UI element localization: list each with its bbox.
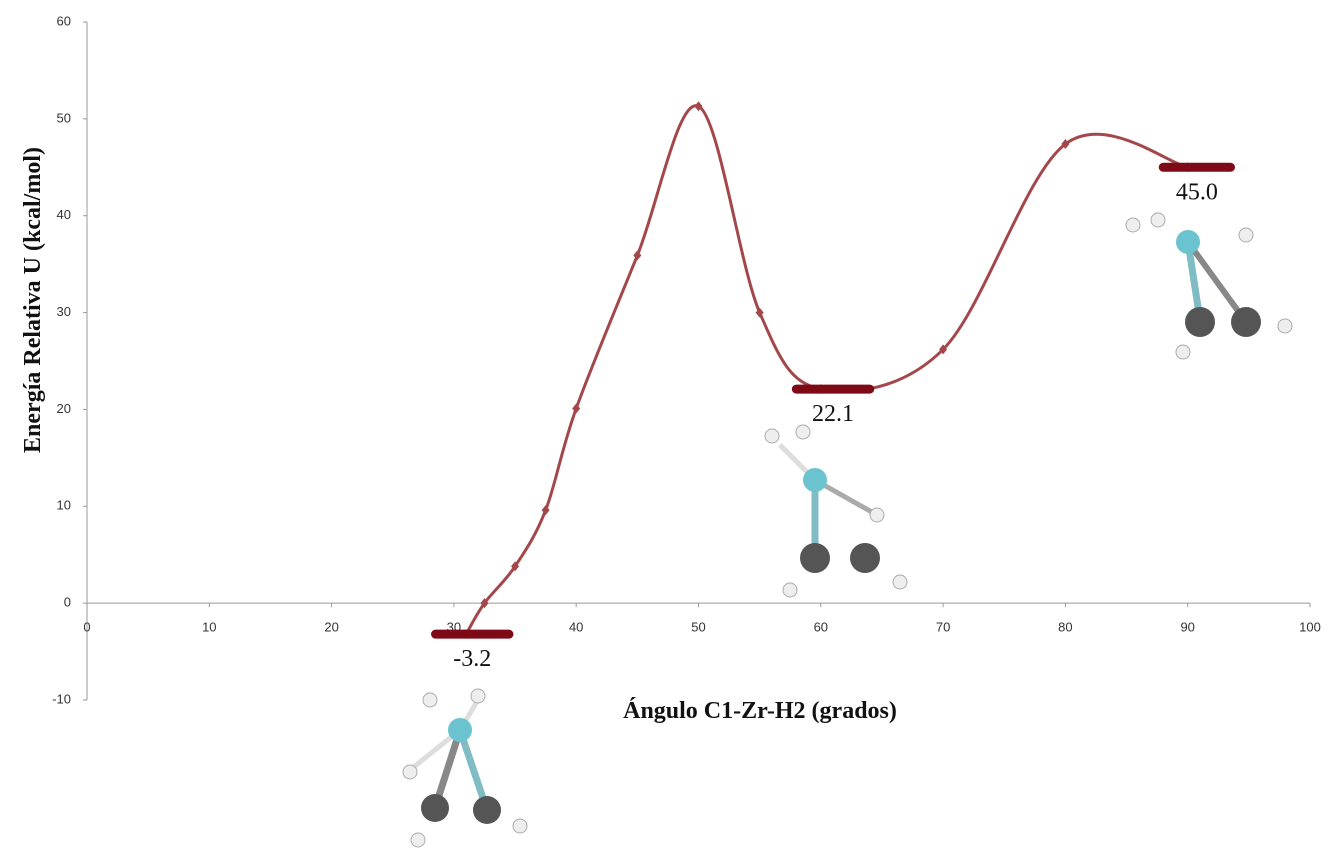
x-tick-label: 100 xyxy=(1299,620,1321,635)
y-axis-title: Energía Relativa U (kcal/mol) xyxy=(20,147,46,453)
y-tick-label: 0 xyxy=(64,595,71,610)
x-tick-label: 80 xyxy=(1058,620,1072,635)
x-tick-label: 0 xyxy=(83,620,90,635)
level-label: -3.2 xyxy=(453,646,491,672)
y-tick-label: 30 xyxy=(57,304,71,319)
y-tick-label: 20 xyxy=(57,401,71,416)
y-tick-label: 40 xyxy=(57,207,71,222)
x-tick-label: 20 xyxy=(324,620,338,635)
level-label: 45.0 xyxy=(1176,179,1218,205)
x-tick-label: 60 xyxy=(814,620,828,635)
x-tick-label: 70 xyxy=(936,620,950,635)
y-tick-label: 60 xyxy=(57,13,71,28)
x-tick-label: 50 xyxy=(691,620,705,635)
x-tick-label: 40 xyxy=(569,620,583,635)
x-tick-label: 90 xyxy=(1180,620,1194,635)
x-axis-title: Ángulo C1-Zr-H2 (grados) xyxy=(623,698,897,724)
y-tick-label: -10 xyxy=(52,691,71,706)
chart: Ángulo C1-Zr-H2 (grados) Energía Relativ… xyxy=(0,0,1335,853)
y-tick-label: 50 xyxy=(57,110,71,125)
level-label: 22.1 xyxy=(812,401,854,427)
x-tick-label: 10 xyxy=(202,620,216,635)
y-tick-label: 10 xyxy=(57,498,71,513)
